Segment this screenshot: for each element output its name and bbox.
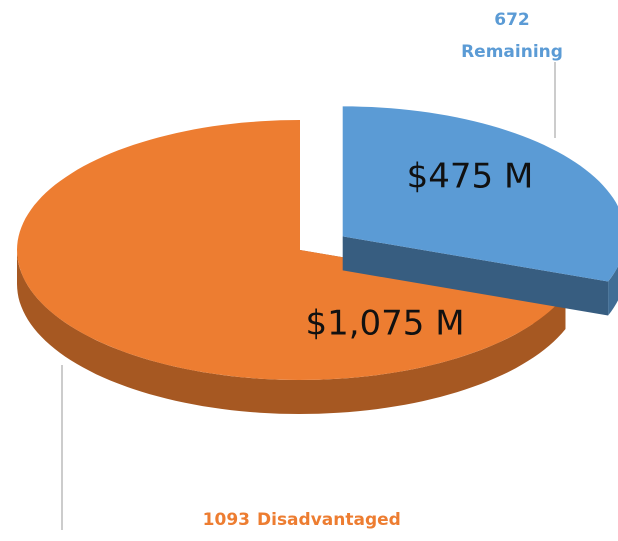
category-label: Remaining [461,42,563,62]
slice [17,120,566,380]
slice-side [17,250,566,414]
slice-wall [342,236,609,316]
category-count: 1093 [203,510,250,530]
data-label: $1,075 M [305,304,464,344]
slice [342,106,618,282]
slice-side [608,266,618,316]
pie [17,106,618,414]
category-count: 672 [494,10,530,30]
data-label: $475 M [407,157,534,197]
category-label: Disadvantaged [257,510,401,530]
